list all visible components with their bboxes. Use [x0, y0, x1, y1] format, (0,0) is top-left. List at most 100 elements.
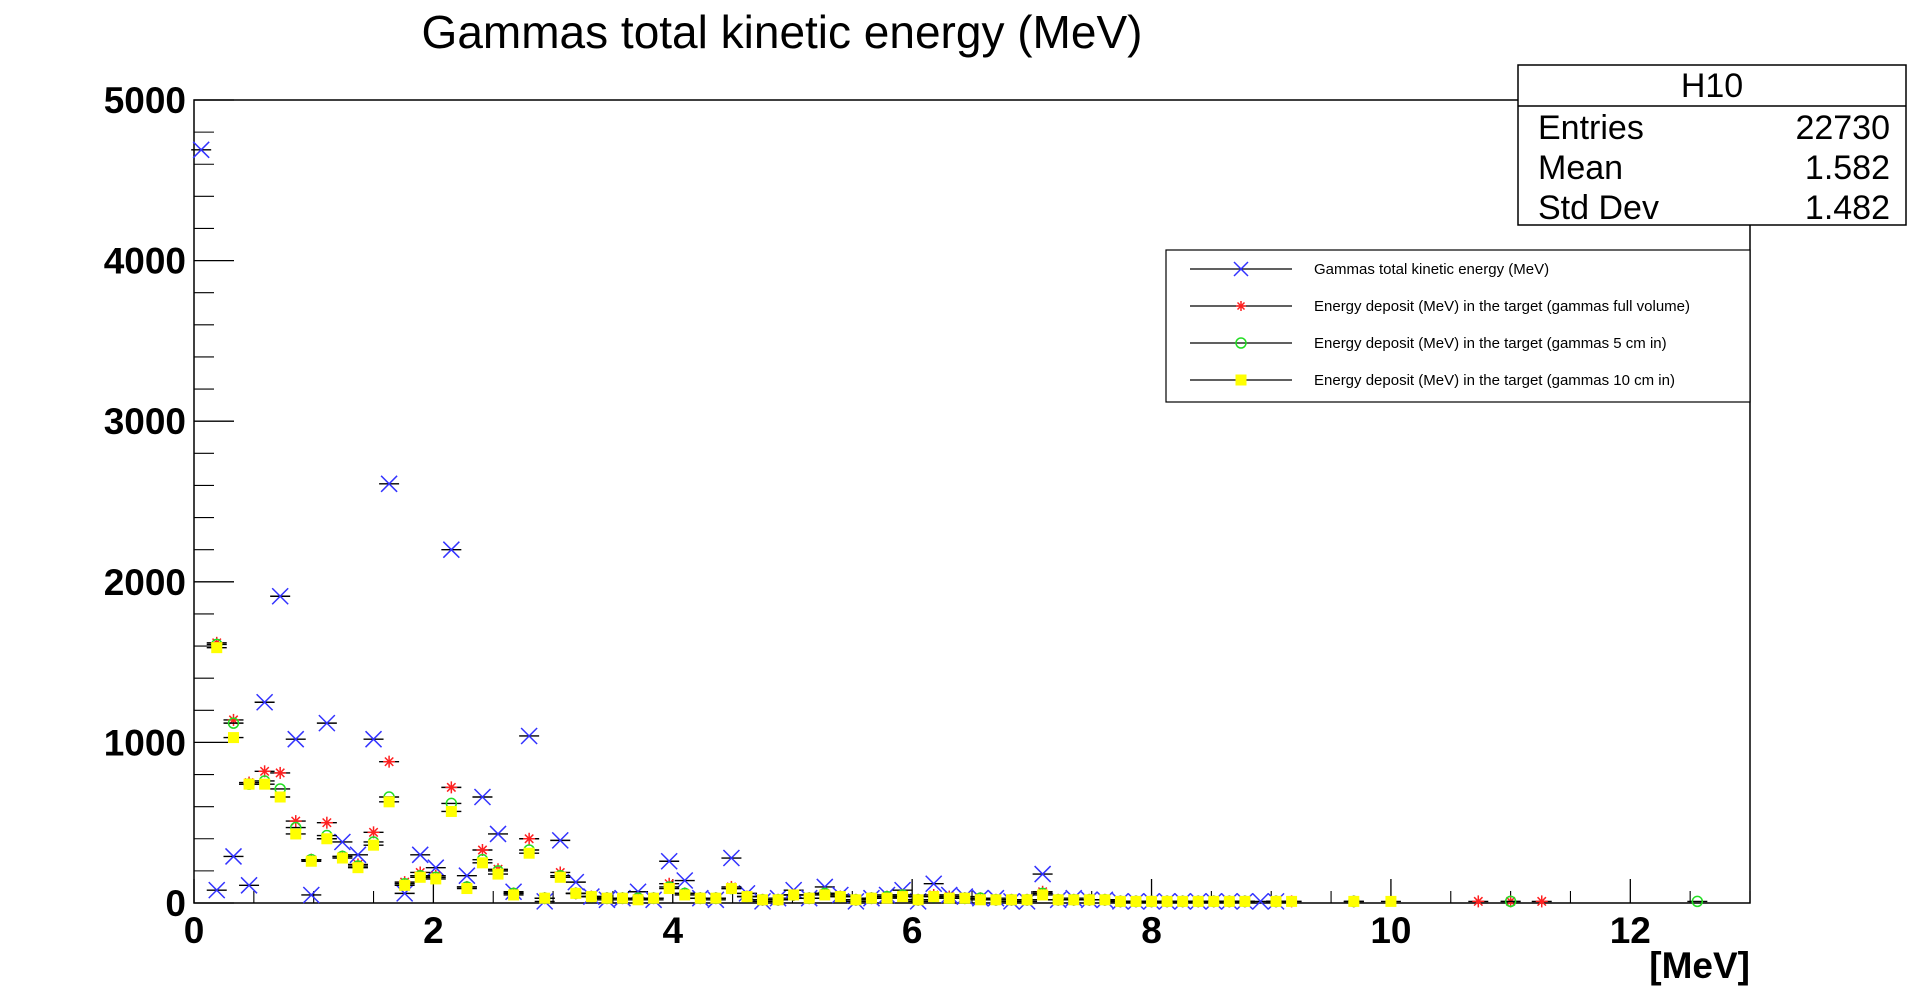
data-point	[379, 475, 400, 493]
marker-shape	[1385, 895, 1397, 907]
data-point	[845, 894, 866, 906]
stats-row-label: Entries	[1538, 109, 1644, 147]
data-point	[254, 778, 275, 790]
marker-shape	[943, 892, 955, 904]
marker-stroke	[1473, 896, 1484, 907]
legend-label: Energy deposit (MeV) in the target (gamm…	[1314, 335, 1667, 352]
marker-shape	[243, 778, 255, 790]
data-point	[316, 833, 337, 845]
marker-shape	[554, 871, 566, 883]
legend-entries: Gammas total kinetic energy (MeV) Energy …	[1190, 261, 1690, 389]
data-point	[659, 852, 680, 870]
marker-shape	[259, 778, 271, 790]
marker-shape	[368, 839, 380, 851]
data-point	[550, 831, 571, 849]
data-point	[1094, 894, 1115, 906]
marker-shape	[1235, 374, 1247, 386]
marker-shape	[570, 887, 582, 899]
marker-shape	[710, 892, 722, 904]
x-tick-label: 0	[184, 910, 205, 951]
data-point	[1380, 895, 1401, 907]
data-point	[441, 805, 462, 817]
data-point	[643, 892, 664, 904]
data-point	[1281, 895, 1302, 907]
marker-shape	[819, 889, 831, 901]
data-point	[799, 892, 820, 904]
legend-entry: Energy deposit (MeV) in the target (gamm…	[1190, 335, 1667, 352]
y-tick-label: 2000	[104, 562, 186, 603]
marker-shape	[1146, 895, 1158, 907]
data-point	[347, 862, 368, 874]
marker-shape	[1504, 895, 1517, 908]
marker-stroke	[208, 881, 226, 899]
marker-shape	[1130, 895, 1142, 907]
data-point	[550, 871, 571, 883]
data-point	[316, 714, 337, 732]
marker-stroke	[368, 827, 379, 838]
x-tick-label: 8	[1141, 910, 1162, 951]
data-point	[705, 892, 726, 904]
data-point	[301, 855, 322, 867]
marker-shape	[211, 642, 223, 654]
data-point	[410, 871, 431, 883]
marker-stroke	[551, 831, 569, 849]
marker-shape	[1068, 894, 1080, 906]
marker-shape	[227, 732, 239, 744]
data-point	[379, 796, 400, 808]
x-axis-label: [MeV]	[1649, 945, 1750, 986]
marker-stroke	[192, 141, 210, 159]
y-tick-label: 5000	[104, 80, 186, 121]
data-point	[1531, 895, 1552, 908]
data-point	[441, 781, 462, 794]
marker-stroke	[489, 825, 507, 843]
marker-stroke	[520, 727, 538, 745]
marker-shape	[601, 892, 613, 904]
data-point	[1032, 889, 1053, 901]
data-point	[254, 693, 275, 711]
data-point	[1343, 895, 1364, 907]
marker-stroke	[477, 845, 488, 855]
data-point	[565, 873, 586, 891]
marker-shape	[834, 891, 846, 903]
series-group	[206, 638, 1708, 908]
marker-stroke	[567, 873, 585, 891]
marker-stroke	[240, 876, 258, 894]
data-point	[223, 847, 244, 865]
marker-stroke	[333, 833, 351, 851]
stats-rows: Entries 22730 Mean 1.582 Std Dev 1.482	[1538, 109, 1890, 227]
x-tick-label: 6	[902, 910, 923, 951]
marker-shape	[1037, 889, 1049, 901]
data-point	[908, 894, 929, 906]
data-point	[1032, 865, 1053, 883]
marker-stroke	[1251, 892, 1269, 910]
marker-shape	[336, 852, 348, 864]
data-point	[565, 887, 586, 899]
data-point	[363, 826, 384, 839]
marker-shape	[850, 894, 862, 906]
stats-box: H10 Entries 22730 Mean 1.582 Std Dev 1.482	[1517, 64, 1907, 227]
marker-shape	[974, 894, 986, 906]
data-point	[519, 727, 540, 745]
marker-stroke	[442, 541, 460, 559]
marker-shape	[321, 833, 333, 845]
marker-stroke	[349, 846, 367, 864]
data-point	[379, 755, 400, 768]
stats-row-value: 1.482	[1805, 189, 1890, 227]
marker-shape	[352, 862, 364, 874]
marker-shape	[803, 892, 815, 904]
data-point	[783, 889, 804, 901]
data-point	[488, 825, 509, 843]
data-point	[581, 891, 602, 903]
marker-stroke	[1236, 301, 1246, 311]
marker-shape	[1223, 895, 1235, 907]
marker-shape	[757, 894, 769, 906]
marker-stroke	[224, 847, 243, 865]
marker-shape	[741, 891, 753, 903]
data-point	[223, 713, 244, 726]
marker-shape	[959, 892, 971, 904]
marker-shape	[788, 889, 800, 901]
marker-shape	[725, 883, 737, 895]
data-point	[1017, 894, 1038, 906]
data-point	[1468, 895, 1489, 908]
legend-entry: Gammas total kinetic energy (MeV)	[1190, 261, 1549, 278]
